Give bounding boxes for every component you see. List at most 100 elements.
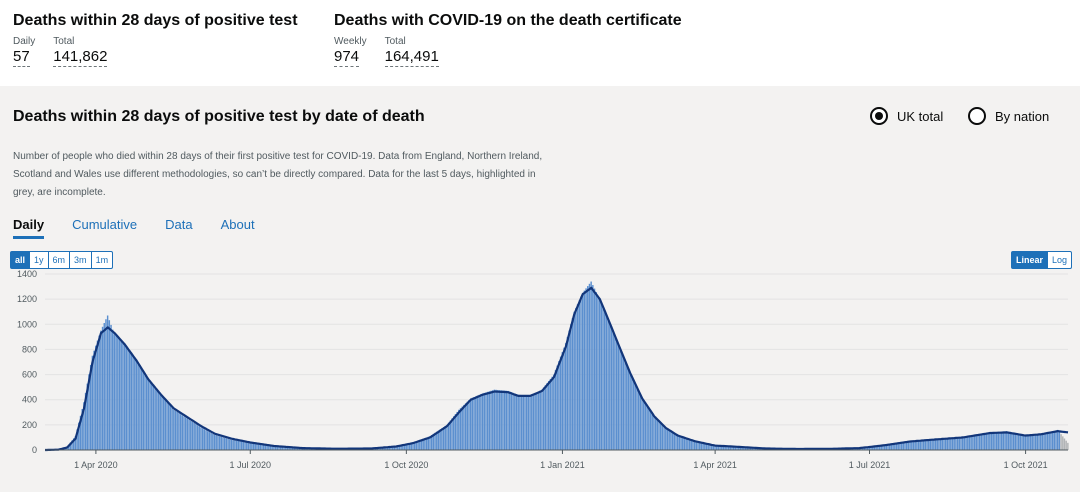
daily-bar [595,292,597,450]
daily-bar [636,386,638,450]
daily-bar [580,296,582,450]
daily-bar [994,432,996,450]
daily-bar [597,295,599,450]
scale-log-button[interactable]: Log [1052,255,1068,265]
daily-bar [934,439,937,450]
tab-cumulative[interactable]: Cumulative [72,217,138,232]
tab-daily[interactable]: Daily [13,217,45,239]
range-3m-button[interactable]: 3m [70,252,92,268]
daily-bar [622,355,625,450]
daily-bar [558,361,560,450]
daily-bar [607,318,609,450]
daily-bar [926,440,928,450]
daily-bar [398,445,401,450]
daily-bar [699,442,701,450]
chart-description: Number of people who died within 28 days… [13,151,543,198]
range-1y-button[interactable]: 1y [30,252,49,268]
daily-bar [200,427,202,450]
daily-bar [466,401,469,450]
daily-bar [86,383,88,450]
daily-bar [965,436,967,450]
daily-bar [207,431,209,450]
x-tick-label: 1 Oct 2021 [1004,460,1048,470]
daily-bar [161,394,163,450]
daily-bar [213,434,216,450]
daily-bar [205,430,207,450]
scale-linear-button[interactable]: Linear [1012,252,1049,268]
daily-bar [1048,432,1050,450]
daily-bar [629,372,631,450]
metric-value[interactable]: 164,491 [384,48,439,67]
daily-bar [285,447,287,450]
daily-bar [614,334,616,450]
radio-by-nation[interactable]: By nation [968,107,1049,125]
daily-bar [242,441,245,450]
daily-bar [583,290,586,450]
daily-bar [1016,433,1018,450]
daily-bar [403,444,406,450]
metric-value[interactable]: 57 [13,48,30,67]
daily-bar [970,435,972,450]
daily-bar [507,390,509,450]
daily-bar [872,446,874,450]
daily-bar [956,437,959,450]
daily-bar [98,335,100,450]
daily-bar [553,374,555,450]
daily-bar [391,446,394,450]
tab-about[interactable]: About [220,217,255,232]
daily-bar [1006,431,1008,450]
daily-bar [524,395,526,450]
daily-bar [929,439,932,450]
daily-bar [953,437,955,450]
daily-bar [181,415,184,450]
daily-bar [999,431,1001,450]
daily-bar [576,304,579,450]
daily-bar [738,446,740,450]
daily-bar [693,441,696,450]
daily-bar [683,437,686,450]
daily-bar [1067,442,1069,450]
daily-bar [1063,438,1066,450]
daily-bar [473,397,475,450]
radio-label: By nation [995,108,1050,124]
daily-bar [987,432,989,450]
tab-data[interactable]: Data [165,217,193,232]
daily-bar [453,416,455,450]
daily-bar [240,441,243,450]
daily-bar [744,447,747,450]
daily-bar [412,442,414,450]
daily-bar [602,306,604,450]
daily-bar [989,432,991,450]
daily-bar [261,444,263,450]
metric-value[interactable]: 974 [334,48,360,67]
daily-bar [559,356,562,450]
range-6m-button[interactable]: 6m [49,252,71,268]
daily-bar [385,447,387,450]
metric-label: Daily [13,36,36,47]
range-all-button[interactable]: all [11,252,31,268]
daily-bar [283,446,285,450]
metric-label: Total [53,36,75,47]
daily-bar [980,433,983,450]
daily-bar [441,428,443,450]
radio-uk-total[interactable]: UK total [870,107,943,125]
daily-bar [400,445,402,450]
daily-bar [739,446,742,450]
daily-bar [995,431,998,450]
daily-bar [106,315,109,450]
daily-bar [456,411,458,450]
daily-bar [590,281,592,450]
daily-bar [201,428,204,450]
daily-bar [178,413,180,450]
daily-bar [748,447,750,450]
daily-bar [69,442,72,450]
daily-bar [939,438,942,450]
daily-bar [210,433,212,450]
daily-bar [151,382,153,450]
daily-bar [407,443,409,450]
metric-value[interactable]: 141,862 [53,48,108,67]
range-1m-button[interactable]: 1m [95,255,109,265]
daily-bar [1023,434,1025,450]
daily-bar [581,292,584,450]
daily-bar [883,444,886,450]
